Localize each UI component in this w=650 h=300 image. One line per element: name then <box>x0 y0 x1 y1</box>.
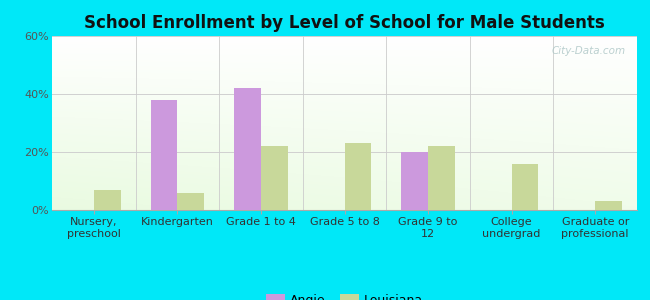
Bar <box>94 190 120 210</box>
Bar <box>234 88 261 210</box>
Text: City-Data.com: City-Data.com <box>551 46 625 56</box>
Bar <box>177 193 204 210</box>
Bar <box>595 201 622 210</box>
Title: School Enrollment by Level of School for Male Students: School Enrollment by Level of School for… <box>84 14 605 32</box>
Bar <box>261 146 288 210</box>
Bar <box>151 100 177 210</box>
Bar <box>344 143 371 210</box>
Legend: Angie, Louisiana: Angie, Louisiana <box>261 289 428 300</box>
Bar <box>401 152 428 210</box>
Bar <box>428 146 455 210</box>
Bar <box>512 164 538 210</box>
